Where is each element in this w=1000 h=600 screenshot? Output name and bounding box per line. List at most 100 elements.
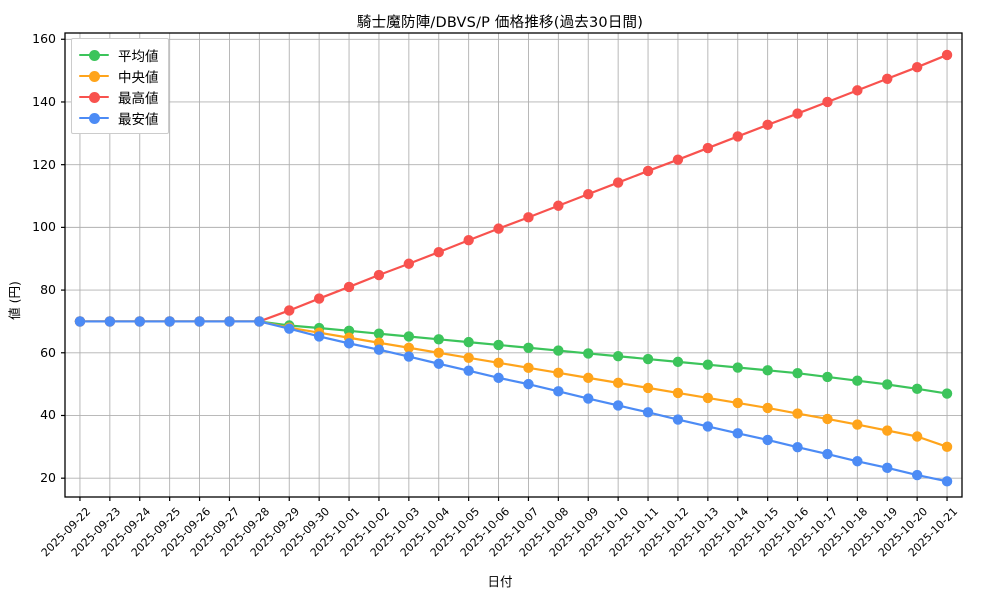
tick-marks [61, 38, 948, 501]
plot-frame [64, 32, 963, 498]
data-point [642, 407, 654, 418]
legend-marker-dot [89, 112, 100, 124]
data-point [164, 316, 175, 327]
y-tick-label: 80 [40, 282, 56, 298]
series-1 [74, 316, 953, 399]
chart-title: 騎士魔防陣/DBVS/P 価格推移(過去30日間) [356, 15, 644, 31]
data-point [852, 456, 863, 467]
data-point [882, 379, 893, 390]
series-3 [74, 49, 953, 327]
data-point [672, 387, 684, 399]
data-point [523, 212, 534, 223]
data-point [822, 413, 833, 425]
data-point [702, 421, 714, 432]
data-point [134, 316, 145, 327]
legend-marker-dot [89, 49, 100, 61]
data-point [672, 154, 684, 165]
data-point [792, 441, 803, 453]
data-point [642, 165, 654, 177]
data-point [732, 397, 743, 409]
data-point [642, 353, 654, 365]
data-point [941, 476, 953, 487]
y-tick-label: 20 [40, 470, 56, 486]
legend-label: 最安値 [118, 111, 159, 128]
data-point [463, 336, 474, 348]
data-point [583, 393, 594, 404]
data-point [284, 323, 295, 334]
data-point [313, 293, 325, 304]
data-point [523, 362, 534, 374]
data-point [553, 367, 564, 379]
data-point [523, 342, 534, 353]
data-point [583, 188, 594, 200]
data-point [852, 375, 863, 386]
data-point [343, 338, 355, 349]
data-point [792, 408, 803, 419]
data-point [373, 328, 385, 339]
data-point [373, 344, 385, 355]
x-axis-label: 日付 [487, 574, 513, 589]
data-point [284, 305, 295, 316]
data-point [403, 258, 415, 269]
data-point [941, 441, 953, 453]
data-point [583, 348, 594, 359]
data-point [732, 362, 743, 373]
data-point [852, 419, 863, 430]
data-point [822, 448, 833, 460]
data-point [732, 428, 743, 439]
data-point [493, 339, 504, 351]
data-point [911, 61, 923, 73]
data-point [852, 85, 863, 96]
legend-swatch-icon [79, 48, 109, 62]
legend-swatch-icon [79, 111, 109, 125]
data-point [612, 400, 624, 411]
y-tick-label: 140 [32, 93, 56, 109]
data-point [612, 177, 624, 188]
data-point [74, 316, 86, 327]
data-point [433, 246, 444, 258]
data-point [433, 334, 444, 345]
data-point [612, 377, 624, 389]
data-point [553, 345, 564, 356]
legend-label: 最高値 [118, 90, 159, 107]
data-point [702, 359, 714, 370]
data-point [224, 316, 235, 327]
data-point [104, 316, 116, 327]
legend-item[interactable]: 最高値 [79, 86, 159, 107]
data-point [822, 96, 833, 108]
data-point [792, 367, 803, 379]
legend-item[interactable]: 中央値 [79, 65, 159, 86]
data-point [493, 372, 504, 384]
data-point [463, 365, 474, 376]
y-tick-label: 160 [32, 31, 56, 47]
data-point [463, 235, 474, 246]
legend-item[interactable]: 最安値 [79, 107, 159, 128]
data-point [792, 108, 803, 119]
data-point [762, 119, 773, 131]
data-point [523, 378, 534, 390]
data-point [911, 383, 923, 395]
y-tick-label: 40 [40, 407, 56, 423]
data-point [762, 402, 773, 414]
data-point [882, 73, 893, 84]
legend-item[interactable]: 平均値 [79, 44, 159, 65]
data-point [433, 358, 444, 369]
legend-swatch-icon [79, 90, 109, 104]
data-point [882, 462, 893, 474]
data-point [941, 49, 953, 61]
legend-swatch-icon [79, 69, 109, 83]
data-point [403, 342, 415, 353]
data-point [702, 142, 714, 154]
y-tick-label: 120 [32, 156, 56, 172]
data-point [373, 269, 385, 281]
data-point [403, 331, 415, 342]
chart-legend: 平均値中央値最高値最安値 [71, 38, 169, 134]
data-point [732, 131, 743, 142]
data-point [642, 382, 654, 394]
data-point [254, 316, 265, 327]
y-tick-label: 60 [40, 344, 56, 360]
legend-label: 中央値 [118, 69, 159, 86]
series-line [78, 320, 949, 395]
y-tick-label: 100 [32, 219, 56, 235]
